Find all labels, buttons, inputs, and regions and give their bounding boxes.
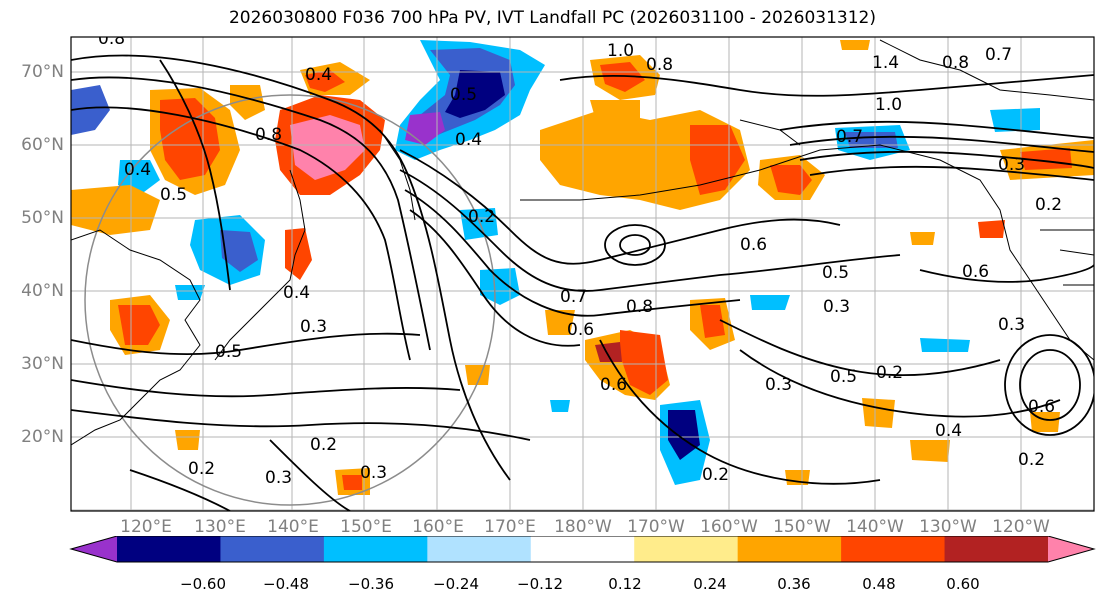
colorbar-tick-label: 0.48 [862,575,896,593]
colorbar-cell [117,536,221,562]
contour-label: 0.2 [188,459,215,479]
colorbar-tick-label: 0.60 [946,575,980,593]
contour-label: 0.3 [998,315,1025,335]
lat-label: 30°N [21,354,64,374]
contour-label: 0.5 [450,85,477,105]
contour-label: 0.8 [942,53,969,73]
graticule [71,37,1094,511]
lon-label: 160°E [412,517,464,537]
colorbar-tick-label: −0.48 [263,575,309,593]
colorbar-cells [71,536,1094,562]
contour-label: 0.2 [702,465,729,485]
contour-label: 0.7 [985,45,1012,65]
landfall-radius-circle [84,94,496,506]
pv-contours [71,54,1094,511]
colorbar-cell [841,536,946,562]
contour-label: 0.8 [646,55,673,75]
colorbar-cell [944,536,1049,562]
contour-label: 0.6 [600,375,627,395]
contour-label: 0.4 [124,160,151,180]
colorbar-cell [427,536,532,562]
contour-label: 0.2 [1018,450,1045,470]
contour-label: 0.5 [830,367,857,387]
contour-label: 0.6 [962,262,989,282]
contour-label: 0.2 [1035,195,1062,215]
colorbar-cell [323,536,428,562]
contour-label: 0.4 [283,283,310,303]
colorbar-extend-low [71,536,117,562]
map-frame [70,36,1095,512]
contour-label: 0.6 [740,235,767,255]
lat-label: 70°N [21,62,64,82]
contour-label: 0.4 [455,130,482,150]
lat-label: 40°N [21,281,64,301]
contour-label: 0.8 [626,297,653,317]
contour-label: 0.5 [160,185,187,205]
contour-label: 0.8 [98,29,125,49]
contour-label: 0.5 [215,342,242,362]
contour-label: 0.7 [560,287,587,307]
colorbar-cell [530,536,635,562]
lon-label: 140°E [267,517,319,537]
pv-map: 0.8 0.4 0.5 1.0 0.8 0.7 1.0 1.4 0.8 0.6 … [70,29,1095,512]
colorbar-extend-high [1048,536,1094,562]
lat-label: 60°N [21,135,64,155]
contour-label: 0.6 [1028,397,1055,417]
lon-label: 120°W [992,517,1050,537]
map-title: 2026030800 F036 700 hPa PV, IVT Landfall… [228,8,876,28]
lon-label: 170°W [627,517,685,537]
lon-label: 150°W [773,517,831,537]
colorbar-tick-label: 0.24 [693,575,727,593]
colorbar [69,536,1096,563]
contour-label: 1.4 [872,53,899,73]
contour-labels: 0.8 0.4 0.5 1.0 0.8 0.7 1.0 1.4 0.8 0.6 … [98,29,1062,488]
lon-label: 150°E [340,517,392,537]
colorbar-outline [69,536,1096,563]
colorbar-cell [220,536,325,562]
contour-label: 0.5 [822,263,849,283]
contour-label: 0.3 [360,463,387,483]
lat-label: 50°N [21,208,64,228]
lon-label: 120°E [120,517,172,537]
lon-label: 130°W [919,517,977,537]
contour-label: 0.3 [300,317,327,337]
colorbar-cell [737,536,842,562]
contour-label: 0.4 [305,65,332,85]
contour-label: 0.3 [765,375,792,395]
lon-label: 140°W [846,517,904,537]
contour-label: 1.0 [607,41,634,61]
lon-label: 160°W [700,517,758,537]
colorbar-tick-label: −0.60 [180,575,226,593]
contour-label: 0.8 [255,125,282,145]
contour-label: 0.3 [823,297,850,317]
lat-label: 20°N [21,427,64,447]
contour-label: 0.7 [836,127,863,147]
colorbar-tick-label: −0.12 [517,575,563,593]
contour-label: 0.4 [935,421,962,441]
contour-label: 1.0 [875,95,902,115]
colorbar-tick-label: −0.36 [348,575,394,593]
colorbar-tick-label: 0.36 [777,575,811,593]
lon-label: 180°W [554,517,612,537]
contour-label: 0.2 [468,207,495,227]
colorbar-tick-label: 0.12 [608,575,642,593]
contour-label: 0.2 [876,363,903,383]
colorbar-tick-label: −0.24 [433,575,479,593]
lon-label: 130°E [194,517,246,537]
contour-label: 0.6 [567,320,594,340]
contour-label: 0.3 [265,468,292,488]
contour-label: 0.3 [998,155,1025,175]
contour-label: 0.2 [310,435,337,455]
colorbar-cell [634,536,739,562]
lon-label: 170°E [484,517,536,537]
